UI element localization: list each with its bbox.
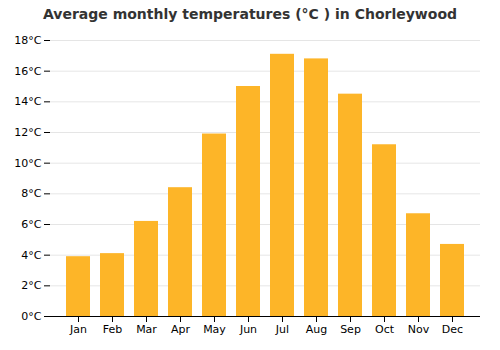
svg-text:0°C: 0°C xyxy=(21,310,41,323)
svg-text:18°C: 18°C xyxy=(14,34,41,47)
svg-text:6°C: 6°C xyxy=(21,218,41,231)
svg-text:2°C: 2°C xyxy=(21,279,41,292)
svg-text:Dec: Dec xyxy=(442,323,463,336)
svg-text:Oct: Oct xyxy=(375,323,395,336)
svg-text:Jul: Jul xyxy=(275,323,289,336)
svg-text:Apr: Apr xyxy=(171,323,191,336)
svg-text:16°C: 16°C xyxy=(14,65,41,78)
svg-text:Mar: Mar xyxy=(136,323,157,336)
svg-text:8°C: 8°C xyxy=(21,187,41,200)
svg-text:10°C: 10°C xyxy=(14,157,41,170)
html-text:Average monthly temperatures (: Average monthly temperatures (°C ) in Ch… xyxy=(43,6,457,22)
svg-text:May: May xyxy=(203,323,226,336)
svg-text:Jan: Jan xyxy=(69,323,87,336)
svg-text:Nov: Nov xyxy=(408,323,430,336)
svg-text:12°C: 12°C xyxy=(14,126,41,139)
svg-text:Sep: Sep xyxy=(340,323,361,336)
svg-text:14°C: 14°C xyxy=(14,95,41,108)
svg-text:Jun: Jun xyxy=(239,323,257,336)
svg-text:Feb: Feb xyxy=(103,323,122,336)
svg-text:Aug: Aug xyxy=(306,323,327,336)
svg-text:4°C: 4°C xyxy=(21,249,41,262)
